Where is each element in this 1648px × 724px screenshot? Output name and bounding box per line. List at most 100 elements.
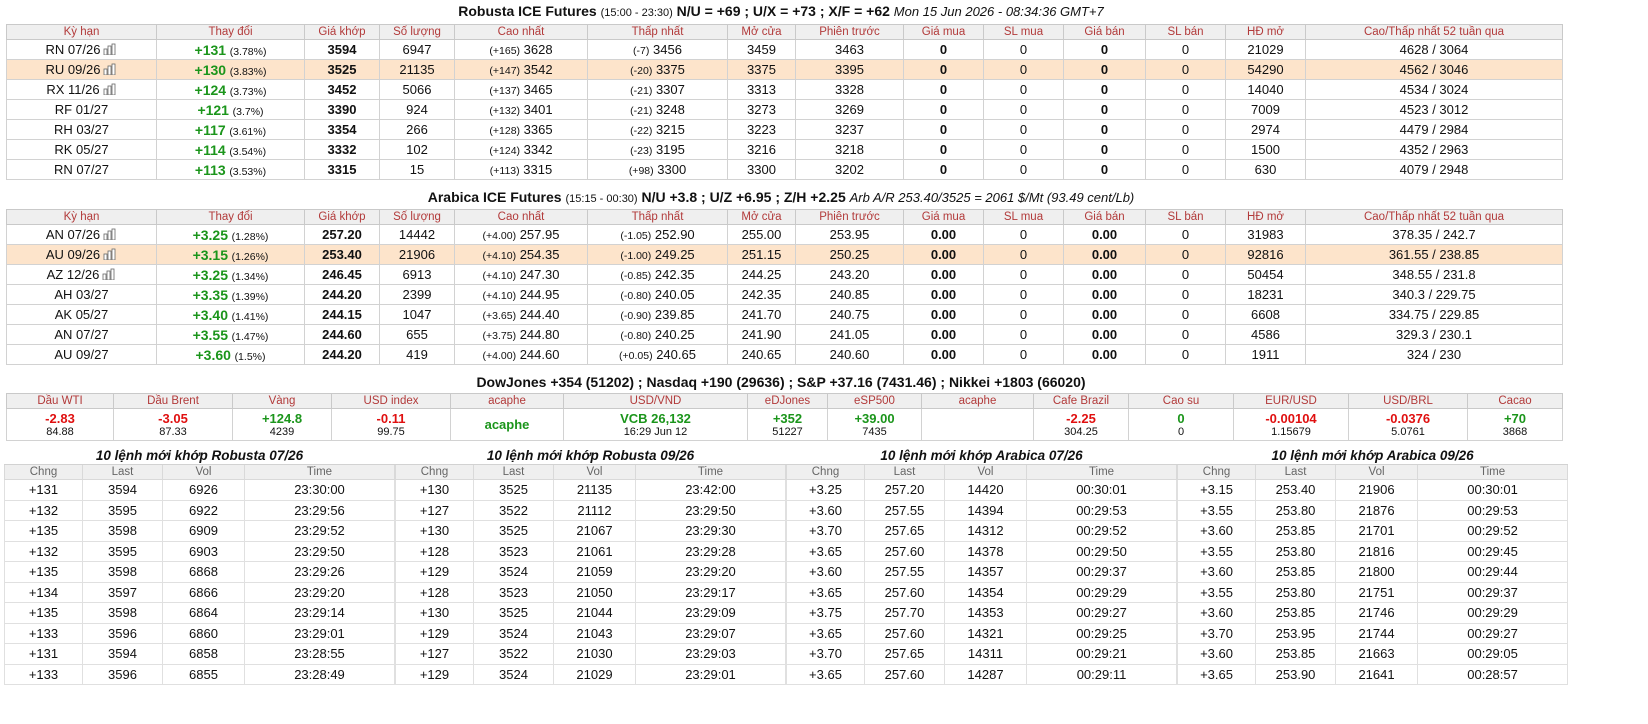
change-percent: (3.53%) bbox=[229, 165, 267, 178]
change: +131 (3.78%) bbox=[156, 39, 305, 60]
high: (+4.10) 254.35 bbox=[454, 244, 588, 265]
market-cell: +39.00 7435 bbox=[827, 408, 922, 441]
high: (+3.65) 244.40 bbox=[454, 304, 588, 325]
trade-volume: 21043 bbox=[553, 622, 636, 644]
trade-row: +3.60 253.85 21800 00:29:44 bbox=[1177, 561, 1569, 583]
high-low-52w: 348.55 / 231.8 bbox=[1305, 264, 1563, 285]
market-change: -0.11 bbox=[376, 410, 406, 426]
contract: AU 09/26 bbox=[6, 244, 157, 265]
volume: 21135 bbox=[379, 59, 455, 80]
column-header: SL bán bbox=[1145, 209, 1226, 225]
ask-volume: 0 bbox=[1145, 139, 1226, 160]
change-percent: (1.39%) bbox=[231, 290, 269, 303]
market-change: -0.0376 bbox=[1385, 410, 1431, 426]
high-price: 3542 bbox=[523, 62, 553, 77]
last-price: 3332 bbox=[304, 139, 380, 160]
market-change: 0 bbox=[1177, 410, 1185, 426]
column-header: Thay đổi bbox=[156, 24, 305, 40]
high-low-52w: 4628 / 3064 bbox=[1305, 39, 1563, 60]
ask: 0 bbox=[1063, 59, 1146, 80]
low-change: (-20) bbox=[630, 65, 653, 77]
chart-icon[interactable] bbox=[103, 43, 117, 56]
arabica-spreads: N/U +3.8 ; U/Z +6.95 ; Z/H +2.25 bbox=[641, 189, 846, 205]
market-header: eSP500 bbox=[827, 393, 922, 409]
indices-heading: DowJones +354 (51202) ; Nasdaq +190 (296… bbox=[0, 374, 1562, 390]
trade-time: 00:29:29 bbox=[1417, 602, 1569, 624]
contract-name: AU 09/27 bbox=[54, 347, 109, 362]
high-low-52w: 4523 / 3012 bbox=[1305, 99, 1563, 120]
low-change: (-21) bbox=[630, 85, 653, 97]
change: +3.35 (1.39%) bbox=[156, 284, 305, 305]
bid-volume: 0 bbox=[983, 59, 1064, 80]
trade-time: 00:29:27 bbox=[1417, 622, 1569, 644]
chart-icon[interactable] bbox=[103, 228, 117, 241]
ask: 0 bbox=[1063, 119, 1146, 140]
previous: 250.25 bbox=[795, 244, 904, 265]
last-price: 244.15 bbox=[304, 304, 380, 325]
high-change: (+3.65) bbox=[482, 310, 517, 322]
chart-icon[interactable] bbox=[103, 63, 117, 76]
change: +113 (3.53%) bbox=[156, 159, 305, 180]
market-change: -2.25 bbox=[1066, 410, 1096, 426]
column-header: Kỳ hạn bbox=[6, 209, 157, 225]
bid-volume: 0 bbox=[983, 159, 1064, 180]
trade-time: 23:29:56 bbox=[244, 499, 395, 521]
trade-header: Chng bbox=[786, 464, 865, 480]
trade-time: 00:29:53 bbox=[1417, 499, 1569, 521]
trade-last: 3525 bbox=[473, 479, 554, 501]
trade-change: +3.55 bbox=[1177, 499, 1257, 521]
bid-volume: 0 bbox=[983, 244, 1064, 265]
open-interest: 1911 bbox=[1225, 344, 1306, 365]
low: (-21) 3248 bbox=[587, 99, 728, 120]
trade-last: 253.85 bbox=[1255, 643, 1337, 665]
contract-row: RN 07/27 +113 (3.53%) 3315 15 (+113) 3315 (+9… bbox=[6, 159, 1563, 180]
trade-change: +127 bbox=[395, 643, 474, 665]
change: +3.15 (1.26%) bbox=[156, 244, 305, 265]
low-change: (+98) bbox=[628, 165, 654, 177]
low: (-7) 3456 bbox=[587, 39, 728, 60]
low: (-1.00) 249.25 bbox=[587, 244, 728, 265]
column-header: Giá bán bbox=[1063, 24, 1146, 40]
arabica-session: (15:15 - 00:30) bbox=[565, 193, 638, 205]
high-low-52w: 361.55 / 238.85 bbox=[1305, 244, 1563, 265]
chart-icon[interactable] bbox=[103, 248, 117, 261]
open-interest: 21029 bbox=[1225, 39, 1306, 60]
trade-time: 23:29:28 bbox=[635, 540, 786, 562]
change-value: +3.60 bbox=[195, 346, 231, 363]
trade-row: +3.60 253.85 21746 00:29:29 bbox=[1177, 602, 1569, 624]
trade-last: 257.60 bbox=[864, 540, 945, 562]
last-price: 3594 bbox=[304, 39, 380, 60]
trade-time: 23:28:49 bbox=[244, 663, 395, 685]
ask: 0 bbox=[1063, 139, 1146, 160]
trade-row: +3.25 257.20 14420 00:30:01 bbox=[786, 479, 1178, 501]
contract-name: RF 01/27 bbox=[54, 102, 109, 117]
change-percent: (1.47%) bbox=[231, 330, 269, 343]
trade-volume: 21876 bbox=[1335, 499, 1419, 521]
trade-time: 23:29:17 bbox=[635, 581, 786, 603]
chart-icon[interactable] bbox=[103, 83, 117, 96]
trade-last: 3596 bbox=[82, 663, 163, 685]
contract-row: AN 07/26 +3.25 (1.28%) 257.20 14442 (+4.00) … bbox=[6, 224, 1563, 245]
high-change: (+4.10) bbox=[482, 250, 517, 262]
trade-row: +3.55 253.80 21816 00:29:45 bbox=[1177, 540, 1569, 562]
trade-panels: 10 lệnh mới khớp Robusta 07/26 Chng Last Vo… bbox=[4, 447, 1569, 685]
trade-last: 257.70 bbox=[864, 602, 945, 624]
open: 241.70 bbox=[727, 304, 796, 325]
header-row: Kỳ hạn Thay đổi Giá khớp Số lượng Cao nhất Th… bbox=[6, 209, 1563, 225]
high-low-52w: 4562 / 3046 bbox=[1305, 59, 1563, 80]
change: +3.60 (1.5%) bbox=[156, 344, 305, 365]
trade-time: 00:29:05 bbox=[1417, 643, 1569, 665]
chart-icon[interactable] bbox=[102, 268, 116, 281]
trade-row: +3.60 253.85 21663 00:29:05 bbox=[1177, 643, 1569, 665]
trade-change: +134 bbox=[4, 581, 83, 603]
trade-header: Vol bbox=[162, 464, 245, 480]
market-header: USD/BRL bbox=[1348, 393, 1468, 409]
high-low-52w: 4534 / 3024 bbox=[1305, 79, 1563, 100]
trade-change: +133 bbox=[4, 663, 83, 685]
volume: 6913 bbox=[379, 264, 455, 285]
ask: 0.00 bbox=[1063, 284, 1146, 305]
change: +3.25 (1.34%) bbox=[156, 264, 305, 285]
panel-title: 10 lệnh mới khớp Arabica 07/26 bbox=[786, 447, 1177, 465]
last-price: 3354 bbox=[304, 119, 380, 140]
trade-volume: 14420 bbox=[944, 479, 1027, 501]
